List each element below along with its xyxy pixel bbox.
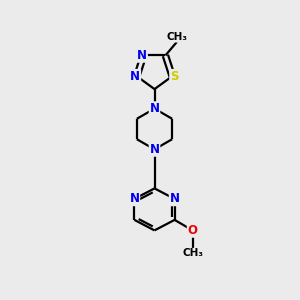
- Text: CH₃: CH₃: [182, 248, 203, 258]
- Text: O: O: [188, 224, 198, 237]
- Text: S: S: [170, 70, 178, 83]
- Text: N: N: [137, 49, 147, 62]
- Text: N: N: [149, 102, 160, 115]
- Text: N: N: [130, 70, 140, 83]
- Text: N: N: [129, 192, 140, 206]
- Text: N: N: [169, 192, 180, 206]
- Text: CH₃: CH₃: [166, 32, 187, 42]
- Text: N: N: [149, 143, 160, 156]
